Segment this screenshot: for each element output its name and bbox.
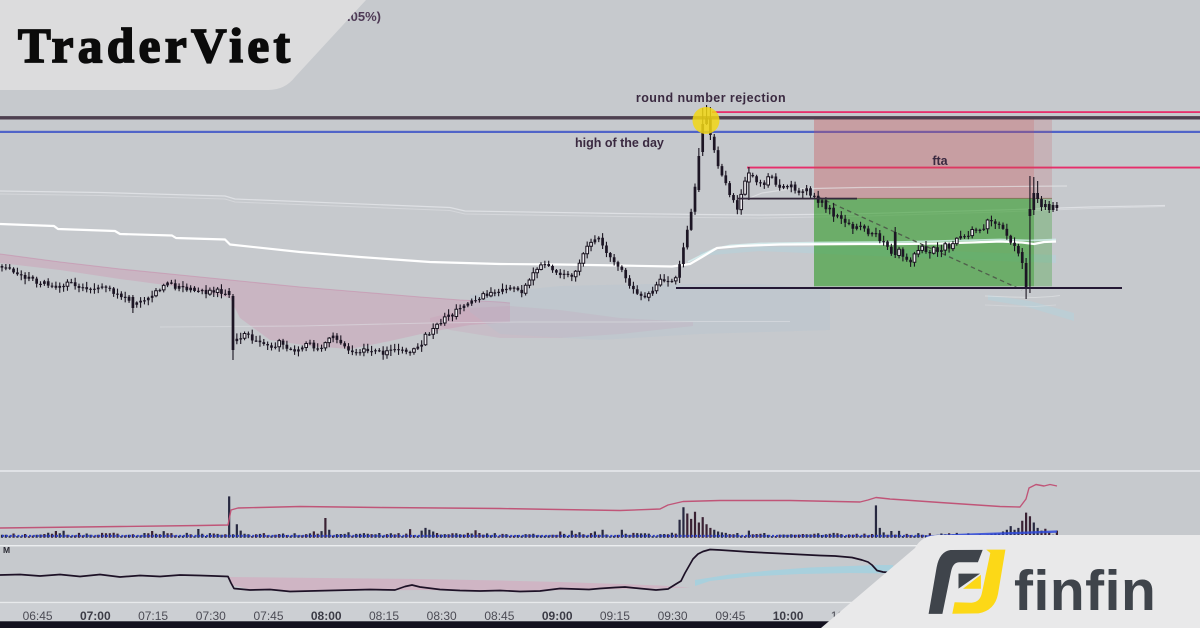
- svg-text:08:00: 08:00: [311, 609, 342, 623]
- svg-text:fta: fta: [932, 154, 948, 168]
- svg-text:round number rejection: round number rejection: [636, 91, 786, 105]
- svg-text:08:15: 08:15: [369, 609, 399, 623]
- svg-text:07:00: 07:00: [80, 609, 111, 623]
- svg-text:09:00: 09:00: [542, 609, 573, 623]
- svg-text:M: M: [3, 545, 10, 555]
- svg-text:08:45: 08:45: [484, 609, 514, 623]
- svg-text:TraderViet: TraderViet: [18, 18, 291, 73]
- svg-text:09:45: 09:45: [715, 609, 745, 623]
- svg-text:.05%): .05%): [347, 9, 381, 24]
- svg-text:08:30: 08:30: [427, 609, 457, 623]
- svg-text:10:00: 10:00: [773, 609, 804, 623]
- svg-text:07:45: 07:45: [253, 609, 283, 623]
- svg-text:09:30: 09:30: [658, 609, 688, 623]
- svg-text:07:15: 07:15: [138, 609, 168, 623]
- svg-text:07:30: 07:30: [196, 609, 226, 623]
- svg-text:09:15: 09:15: [600, 609, 630, 623]
- svg-text:06:45: 06:45: [23, 609, 53, 623]
- svg-text:high of the day: high of the day: [575, 136, 664, 150]
- svg-text:finfin: finfin: [1014, 559, 1156, 623]
